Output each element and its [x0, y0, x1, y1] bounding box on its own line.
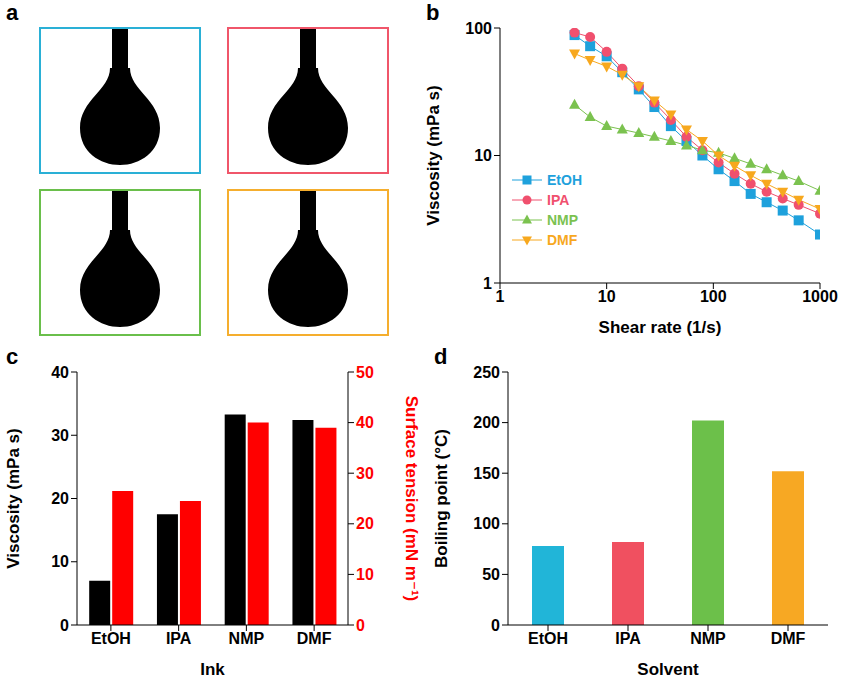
svg-text:Ink: Ink — [200, 660, 225, 679]
svg-text:0: 0 — [60, 617, 69, 634]
svg-text:20: 20 — [51, 490, 69, 507]
svg-text:NMP: NMP — [229, 630, 265, 647]
svg-text:10: 10 — [356, 566, 374, 583]
svg-text:DMF: DMF — [771, 630, 806, 647]
svg-text:Viscosity (mPa s): Viscosity (mPa s) — [4, 428, 23, 568]
svg-text:DMF: DMF — [297, 630, 332, 647]
svg-text:10: 10 — [51, 553, 69, 570]
svg-text:30: 30 — [356, 465, 374, 482]
html-text:IPA: IPA — [547, 192, 570, 208]
svg-text:50: 50 — [356, 364, 374, 381]
html-text:EtOH: EtOH — [547, 172, 582, 188]
svg-text:NMP: NMP — [690, 630, 726, 647]
html-text:DMF: DMF — [547, 232, 578, 248]
svg-text:10: 10 — [474, 147, 492, 164]
svg-text:IPA: IPA — [615, 630, 641, 647]
svg-text:40: 40 — [51, 364, 69, 381]
svg-text:EtOH: EtOH — [91, 630, 131, 647]
svg-text:250: 250 — [473, 364, 500, 381]
svg-text:200: 200 — [473, 414, 500, 431]
svg-text:40: 40 — [356, 414, 374, 431]
svg-text:1000: 1000 — [802, 288, 838, 305]
svg-text:Surface tension (mN m⁻¹): Surface tension (mN m⁻¹) — [402, 396, 421, 601]
html-text:d: d — [434, 344, 448, 369]
svg-text:Viscosity (mPa s): Viscosity (mPa s) — [424, 85, 443, 225]
svg-text:100: 100 — [465, 20, 492, 37]
html-text:c: c — [6, 344, 19, 369]
svg-text:50: 50 — [482, 566, 500, 583]
svg-text:Boiling point (°C): Boiling point (°C) — [432, 429, 451, 568]
svg-text:20: 20 — [356, 515, 374, 532]
svg-text:0: 0 — [491, 617, 500, 634]
svg-text:Solvent: Solvent — [637, 660, 699, 679]
svg-text:1: 1 — [496, 288, 505, 305]
svg-text:EtOH: EtOH — [528, 630, 568, 647]
svg-text:150: 150 — [473, 465, 500, 482]
svg-text:100: 100 — [700, 288, 727, 305]
svg-text:30: 30 — [51, 427, 69, 444]
html-text:NMP: NMP — [547, 212, 579, 228]
svg-text:100: 100 — [473, 515, 500, 532]
svg-text:0: 0 — [356, 617, 365, 634]
html-text:b: b — [426, 0, 440, 25]
svg-text:10: 10 — [598, 288, 616, 305]
svg-text:1: 1 — [483, 275, 492, 292]
svg-text:IPA: IPA — [166, 630, 192, 647]
svg-text:Shear rate (1/s): Shear rate (1/s) — [599, 318, 722, 337]
html-text:a: a — [6, 0, 19, 25]
